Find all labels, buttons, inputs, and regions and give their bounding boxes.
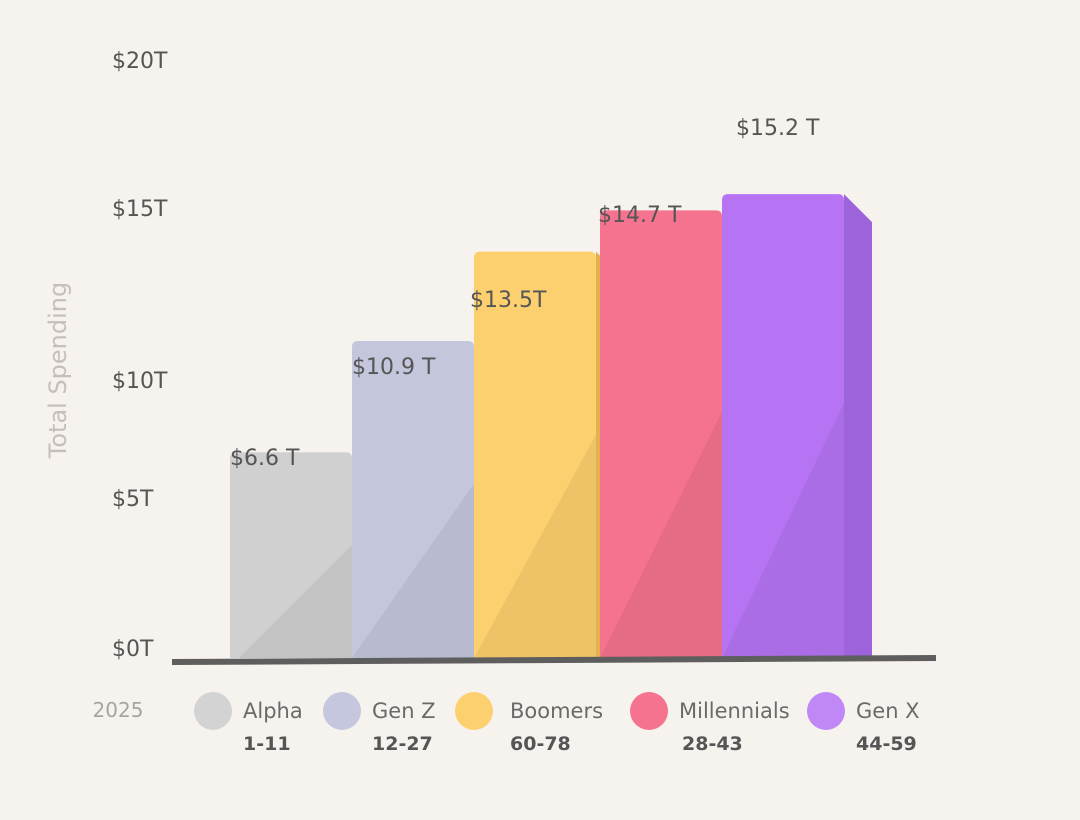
bars: [230, 194, 872, 658]
legend-age-range: 60-78: [510, 733, 571, 755]
bar-gen-x: [722, 194, 872, 658]
bar-value-label: $13.5T: [470, 288, 547, 313]
bar-shade: [474, 434, 596, 658]
bar-front: [600, 210, 722, 658]
bar-shade: [352, 483, 474, 658]
bar-value-label: $14.7 T: [598, 203, 682, 228]
legend-name: Gen Z: [372, 699, 436, 723]
legend-swatch: [455, 692, 493, 730]
bar-value-label: $10.9 T: [352, 355, 436, 380]
legend-name: Millennials: [679, 699, 790, 723]
legend-name: Gen X: [856, 699, 920, 723]
bar-front: [474, 251, 596, 658]
legend: Alpha 1-11 Gen Z 12-27 Boomers 60-78 Millennia…: [194, 692, 920, 755]
legend-swatch: [630, 692, 668, 730]
bar-shade: [600, 411, 722, 658]
bar-shade: [722, 402, 844, 658]
bar-shade: [238, 544, 352, 658]
y-tick-label: $15T: [112, 197, 168, 222]
legend-age-range: 1-11: [243, 733, 291, 755]
legend-swatch: [807, 692, 845, 730]
legend-item-gen-z: Gen Z 12-27: [323, 692, 436, 755]
y-tick-label: $10T: [112, 369, 168, 394]
legend-name: Boomers: [510, 699, 603, 723]
bar-front: [352, 341, 474, 658]
legend-age-range: 12-27: [372, 733, 433, 755]
legend-item-gen-x: Gen X 44-59: [807, 692, 920, 755]
bar-front: [722, 194, 844, 658]
legend-item-millennials: Millennials 28-43: [630, 692, 790, 755]
bar-value-label: $6.6 T: [230, 446, 300, 471]
y-axis-label: Total Spending: [44, 282, 72, 459]
y-tick-label: $5T: [112, 487, 154, 512]
year-label: 2025: [93, 698, 144, 722]
bar-side: [844, 194, 872, 658]
legend-swatch: [323, 692, 361, 730]
bar-value-label: $15.2 T: [736, 116, 820, 141]
y-tick-label: $20T: [112, 49, 168, 74]
legend-age-range: 44-59: [856, 733, 917, 755]
value-labels: $6.6 T $10.9 T $13.5T $14.7 T $15.2 T: [230, 116, 820, 471]
x-axis-baseline: [171, 655, 937, 665]
y-tick-label: $0T: [112, 637, 154, 662]
bar-front: [230, 452, 352, 658]
legend-name: Alpha: [243, 699, 303, 723]
legend-item-boomers: Boomers 60-78: [455, 692, 603, 755]
legend-swatch: [194, 692, 232, 730]
y-ticks: $0T $5T $10T $15T $20T: [112, 49, 168, 662]
legend-item-alpha: Alpha 1-11: [194, 692, 303, 755]
legend-age-range: 28-43: [682, 733, 743, 755]
